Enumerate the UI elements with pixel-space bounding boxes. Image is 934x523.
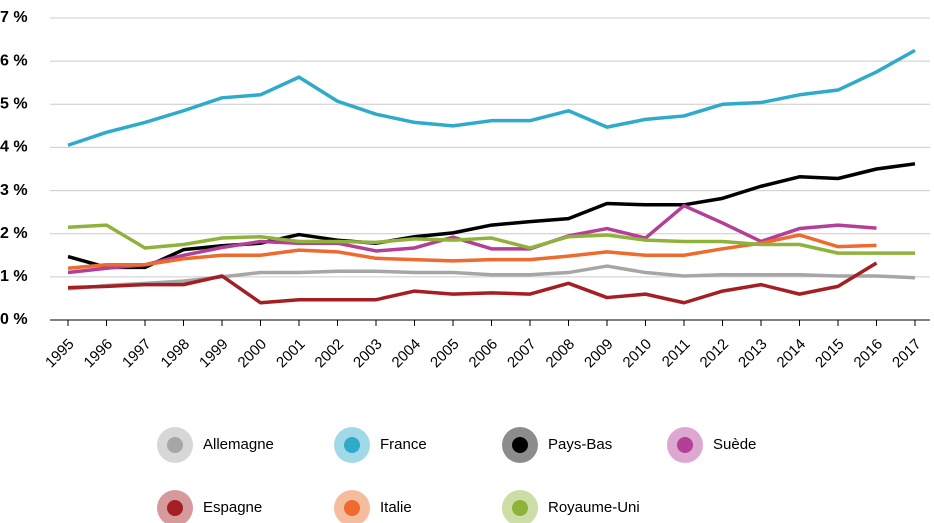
legend-dot: [512, 437, 528, 453]
y-tick-label: 6 %: [0, 52, 28, 69]
x-tick-label: 2011: [659, 336, 694, 371]
line-series: [67, 162, 916, 270]
x-tick-label: 2002: [312, 336, 348, 372]
x-tick-label: 2003: [350, 336, 386, 372]
legend-dot: [344, 437, 360, 453]
legend-label: France: [380, 436, 427, 453]
x-tick-label: 1998: [158, 336, 194, 372]
legend-label: Espagne: [203, 499, 262, 516]
legend-dot: [677, 437, 693, 453]
line-series: [67, 261, 878, 305]
y-tick-label: 7 %: [0, 9, 28, 26]
x-tick-label: 1999: [196, 336, 232, 372]
line-series: [67, 223, 915, 255]
y-tick-label: 4 %: [0, 139, 28, 156]
line-series: [67, 203, 877, 275]
x-tick-label: 2009: [581, 336, 617, 372]
legend-dot: [512, 500, 528, 516]
x-tick-label: 1996: [81, 336, 117, 372]
x-tick-label: 2013: [735, 336, 771, 372]
legend-dot: [167, 437, 183, 453]
x-tick-label: 2000: [235, 336, 271, 372]
legend-label: Suède: [713, 436, 756, 453]
x-tick-label: 2014: [774, 336, 810, 372]
legend-label: Italie: [380, 499, 412, 516]
x-tick-label: 2008: [543, 336, 579, 372]
legend-label: Royaume-Uni: [548, 499, 640, 516]
x-tick-label: 2006: [466, 336, 502, 372]
x-tick-label: 1995: [42, 336, 78, 372]
x-tick-label: 2017: [889, 336, 925, 372]
y-tick-label: 5 %: [0, 96, 28, 113]
y-tick-label: 3 %: [0, 182, 28, 199]
x-tick-label: 2016: [851, 336, 887, 372]
x-tick-label: 2012: [697, 336, 733, 372]
y-tick-label: 2 %: [0, 225, 28, 242]
x-tick-label: 2010: [620, 336, 656, 372]
y-tick-label: 1 %: [0, 268, 28, 285]
y-tick-label: 0 %: [0, 311, 28, 328]
x-tick-label: 1997: [119, 336, 155, 372]
legend-label: Allemagne: [203, 436, 274, 453]
legend-dot: [344, 500, 360, 516]
legend-dot: [167, 500, 183, 516]
legend-label: Pays-Bas: [548, 436, 612, 453]
x-tick-label: 2001: [273, 336, 309, 372]
x-tick-label: 2007: [504, 336, 540, 372]
x-tick-label: 2005: [427, 336, 463, 372]
x-tick-label: 2015: [812, 336, 848, 372]
line-series: [67, 264, 916, 291]
line-series: [67, 48, 916, 147]
line-series: [67, 233, 877, 270]
x-tick-label: 2004: [389, 336, 425, 372]
